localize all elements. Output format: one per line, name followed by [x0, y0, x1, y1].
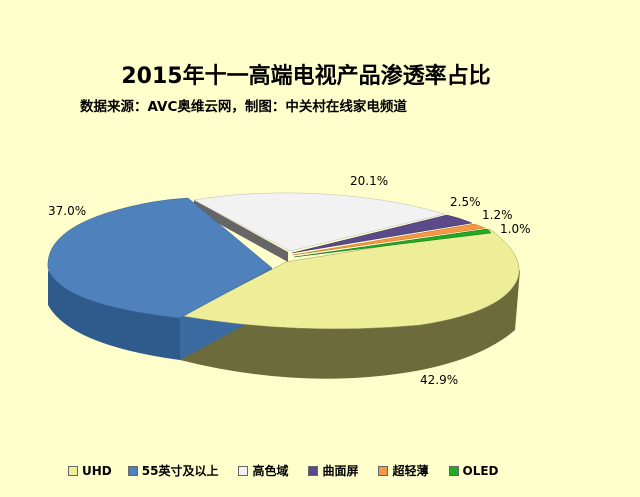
legend-item-uhd: UHD	[68, 462, 112, 479]
label-oled: 1.0%	[500, 222, 531, 236]
legend-swatch	[308, 465, 319, 476]
legend-item-curved: 曲面屏	[308, 462, 358, 479]
slice-oled	[293, 228, 492, 258]
legend-item-oled: OLED	[448, 462, 499, 479]
slice-side-hue-cut	[194, 200, 288, 262]
label-curved: 2.5%	[450, 195, 481, 209]
slice-55inch	[47, 197, 273, 319]
label-uhd: 42.9%	[420, 373, 458, 387]
chart-subtitle: 数据来源：AVC奥维云网，制图：中关村在线家电频道	[80, 99, 407, 115]
legend-label: 超轻薄	[392, 464, 429, 478]
label-ultrathin: 1.2%	[482, 208, 513, 222]
label-color-gamut: 20.1%	[350, 174, 388, 188]
legend-item-ultrathin: 超轻薄	[378, 462, 429, 479]
slice-curved	[291, 214, 473, 254]
legend-swatch	[127, 465, 138, 476]
legend-label: 曲面屏	[322, 464, 359, 478]
slice-color-gamut	[193, 192, 446, 252]
legend-item-55inch: 55英寸及以上	[127, 462, 219, 479]
slice-uhd	[181, 228, 520, 330]
chart-legend: UHD 55英寸及以上 高色域 曲面屏 超轻薄 OLED	[68, 462, 499, 479]
slice-side-55inch	[48, 270, 180, 360]
legend-swatch	[68, 465, 78, 476]
legend-label: UHD	[82, 463, 112, 478]
legend-swatch	[238, 465, 249, 476]
legend-label: OLED	[462, 463, 499, 478]
slice-ultrathin	[292, 223, 486, 256]
label-55inch: 37.0%	[48, 204, 86, 218]
legend-label: 55英寸及以上	[141, 464, 219, 478]
chart-title: 2015年十一高端电视产品渗透率占比	[121, 64, 491, 89]
legend-swatch	[378, 465, 389, 476]
legend-swatch	[448, 465, 459, 476]
legend-item-color-gamut: 高色域	[238, 462, 288, 479]
legend-label: 高色域	[252, 464, 289, 478]
